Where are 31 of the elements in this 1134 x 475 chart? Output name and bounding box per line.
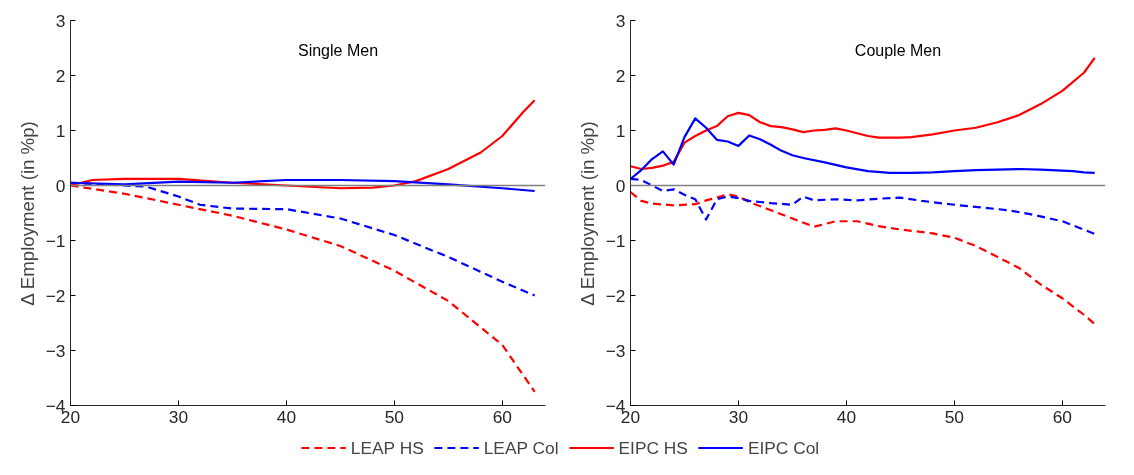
text: Single Men	[297, 42, 379, 59]
y-tick-label: −1	[605, 230, 626, 251]
x-tick-label: 50	[944, 406, 965, 427]
y-tick-label: 3	[55, 10, 66, 31]
line-series	[630, 191, 1096, 326]
legend-label: LEAP HS	[350, 437, 424, 458]
x-tick-label: 50	[384, 406, 405, 427]
y-tick-label: 1	[55, 120, 66, 141]
y-tick-label: −2	[605, 285, 626, 306]
y-tick-label: −1	[45, 230, 66, 251]
x-tick-label: 40	[276, 406, 297, 427]
y-axis-title: Δ Employment (in %p)	[16, 121, 38, 306]
y-tick-label: −2	[45, 285, 66, 306]
x-tick-label: 30	[728, 406, 749, 427]
y-tick-label: 3	[615, 10, 626, 31]
y-tick-label: 0	[615, 175, 626, 196]
legend-label: EIPC Col	[747, 437, 820, 458]
y-tick-label: −3	[45, 340, 66, 361]
y-axis-title: Δ Employment (in %p)	[576, 121, 598, 306]
legend-label: EIPC HS	[618, 437, 688, 458]
y-tick-label: 2	[615, 65, 626, 86]
x-tick-label: 60	[1052, 406, 1072, 427]
y-tick-label: 0	[55, 175, 66, 196]
x-tick-label: 40	[836, 406, 857, 427]
x-tick-label: 60	[492, 406, 512, 427]
text: Couple Men	[854, 42, 942, 59]
y-tick-label: 1	[615, 120, 626, 141]
x-tick-label: 30	[168, 406, 189, 427]
y-tick-label: −3	[605, 340, 626, 361]
y-tick-label: 2	[55, 65, 66, 86]
legend-label: LEAP Col	[483, 437, 559, 458]
